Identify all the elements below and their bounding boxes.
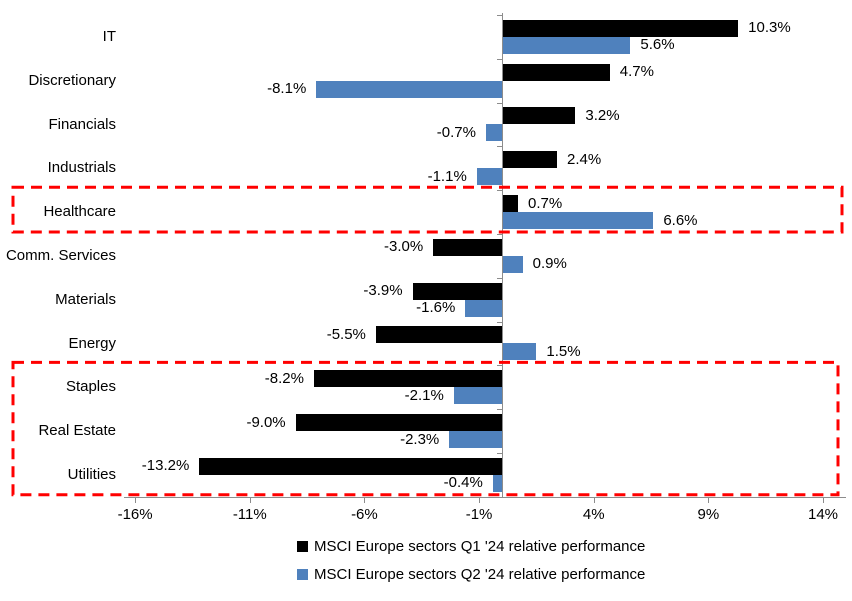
q2-bar <box>465 299 502 317</box>
y-axis-tick <box>497 277 503 279</box>
legend: MSCI Europe sectors Q1 '24 relative perf… <box>297 532 645 588</box>
x-axis-tick-label: -1% <box>465 506 493 523</box>
value-label: -3.0% <box>384 238 424 256</box>
q2-bar <box>502 343 537 361</box>
value-label: -9.0% <box>246 413 286 431</box>
legend-item-q1: MSCI Europe sectors Q1 '24 relative perf… <box>297 532 645 560</box>
value-label: 5.6% <box>640 36 675 54</box>
x-axis-tick-label: -6% <box>351 506 378 523</box>
x-axis-tick <box>249 497 251 503</box>
y-axis-tick <box>497 58 503 60</box>
value-label: -3.9% <box>363 282 403 300</box>
q2-bar <box>502 255 523 273</box>
value-label: 1.5% <box>546 342 581 360</box>
value-label: 4.7% <box>619 63 654 81</box>
q1-bar <box>199 457 502 475</box>
value-label: 3.2% <box>585 106 620 124</box>
q2-bar <box>316 80 502 98</box>
q2-bar <box>449 431 502 448</box>
q1-bar <box>502 195 519 212</box>
value-label: -2.1% <box>404 386 444 404</box>
value-label: -5.5% <box>326 325 366 343</box>
x-axis-tick-label: -16% <box>117 506 153 523</box>
q1-bar <box>375 326 502 344</box>
value-label: -0.4% <box>443 474 483 492</box>
q1-bar <box>502 19 739 37</box>
category-label: Real Estate <box>38 422 116 440</box>
value-label: -8.1% <box>267 80 307 98</box>
value-label: 0.9% <box>532 255 567 273</box>
value-label: -1.6% <box>416 299 456 317</box>
y-axis-tick <box>497 234 503 235</box>
y-axis-tick <box>497 365 503 367</box>
x-axis-tick <box>708 497 710 503</box>
category-label: Comm. Services <box>5 246 116 264</box>
q1-bar <box>502 63 610 81</box>
category-label: Energy <box>68 334 116 352</box>
y-axis <box>502 13 503 497</box>
q1-bar <box>502 151 558 169</box>
x-axis-tick-label: -11% <box>232 506 267 523</box>
category-label: Staples <box>65 378 116 396</box>
y-axis-tick <box>497 15 503 16</box>
x-axis-tick-label: 14% <box>808 506 839 523</box>
q1-bar <box>313 370 502 388</box>
value-label: -8.2% <box>264 369 304 387</box>
x-axis-tick-label: 4% <box>582 506 605 523</box>
q1-bar <box>433 238 502 256</box>
legend-item-q2: MSCI Europe sectors Q2 '24 relative perf… <box>297 560 645 588</box>
q1-bar <box>502 107 576 125</box>
y-axis-tick <box>497 409 503 411</box>
value-label: 0.7% <box>528 194 563 212</box>
q2-bar <box>502 212 654 229</box>
value-label: 10.3% <box>748 19 791 37</box>
q2-bar <box>476 168 502 186</box>
x-axis-tick <box>479 497 481 503</box>
legend-label-q1: MSCI Europe sectors Q1 '24 relative perf… <box>314 537 646 555</box>
category-label: Discretionary <box>28 71 116 89</box>
y-axis-tick <box>497 146 503 148</box>
category-label: Healthcare <box>43 203 116 221</box>
y-axis-tick <box>497 190 503 192</box>
value-label: -2.3% <box>400 430 440 448</box>
category-label: Financials <box>48 115 116 133</box>
x-axis-tick <box>364 497 366 503</box>
q2-bar <box>502 36 631 54</box>
q1-series-swatch-icon <box>297 540 308 552</box>
y-axis-tick <box>497 496 503 498</box>
x-axis-tick <box>823 497 825 503</box>
x-axis-tick <box>135 497 137 503</box>
value-label: 2.4% <box>567 150 602 168</box>
y-axis-tick <box>497 453 503 454</box>
q2-bar <box>485 124 502 142</box>
x-axis-tick-label: 9% <box>697 506 720 523</box>
q2-bar <box>453 387 502 405</box>
legend-label-q2: MSCI Europe sectors Q2 '24 relative perf… <box>314 565 646 583</box>
category-label: Industrials <box>47 159 116 177</box>
value-label: -0.7% <box>436 123 476 141</box>
q1-bar <box>412 282 502 300</box>
q2-bar <box>492 474 502 492</box>
value-label: 6.6% <box>663 211 698 229</box>
x-axis <box>124 497 846 498</box>
y-axis-tick <box>497 102 503 104</box>
category-label: Utilities <box>67 465 116 483</box>
value-label: -13.2% <box>141 457 190 475</box>
x-axis-tick <box>593 497 595 503</box>
q1-bar <box>295 414 502 431</box>
y-axis-tick <box>497 321 503 323</box>
category-label: IT <box>102 27 116 45</box>
value-label: -1.1% <box>427 167 467 185</box>
category-label: Materials <box>55 290 116 308</box>
q2-series-swatch-icon <box>297 568 308 580</box>
